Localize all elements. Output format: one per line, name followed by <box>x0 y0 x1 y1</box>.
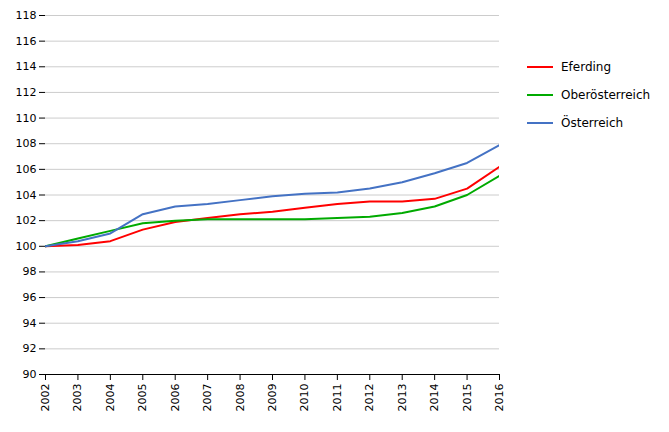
svg-text:2012: 2012 <box>363 384 376 412</box>
svg-text:114: 114 <box>16 60 37 73</box>
svg-text:2007: 2007 <box>201 384 214 412</box>
svg-text:98: 98 <box>23 265 37 278</box>
svg-text:96: 96 <box>23 291 37 304</box>
svg-text:106: 106 <box>16 163 37 176</box>
svg-text:118: 118 <box>16 9 37 22</box>
svg-text:102: 102 <box>16 214 37 227</box>
svg-text:100: 100 <box>16 240 37 253</box>
svg-text:2005: 2005 <box>136 384 149 412</box>
svg-text:2003: 2003 <box>71 384 84 412</box>
svg-text:2010: 2010 <box>298 384 311 412</box>
svg-text:2004: 2004 <box>104 384 117 412</box>
svg-text:2006: 2006 <box>169 384 182 412</box>
svg-text:90: 90 <box>23 368 37 381</box>
svg-text:2008: 2008 <box>234 384 247 412</box>
svg-text:2013: 2013 <box>396 384 409 412</box>
svg-text:94: 94 <box>23 317 37 330</box>
svg-text:108: 108 <box>16 137 37 150</box>
svg-text:112: 112 <box>16 86 37 99</box>
html-text:Oberösterreich: Oberösterreich <box>561 88 651 102</box>
svg-text:92: 92 <box>23 342 37 355</box>
html-text:Eferding: Eferding <box>561 60 612 74</box>
svg-text:2011: 2011 <box>331 384 344 412</box>
svg-text:2014: 2014 <box>428 384 441 412</box>
svg-text:2015: 2015 <box>461 384 474 412</box>
html-text:Österreich: Österreich <box>561 116 624 130</box>
svg-text:2009: 2009 <box>266 384 279 412</box>
svg-text:116: 116 <box>16 35 37 48</box>
svg-text:2002: 2002 <box>39 384 52 412</box>
svg-text:104: 104 <box>16 189 37 202</box>
svg-text:2016: 2016 <box>493 384 506 412</box>
svg-text:110: 110 <box>16 112 37 125</box>
